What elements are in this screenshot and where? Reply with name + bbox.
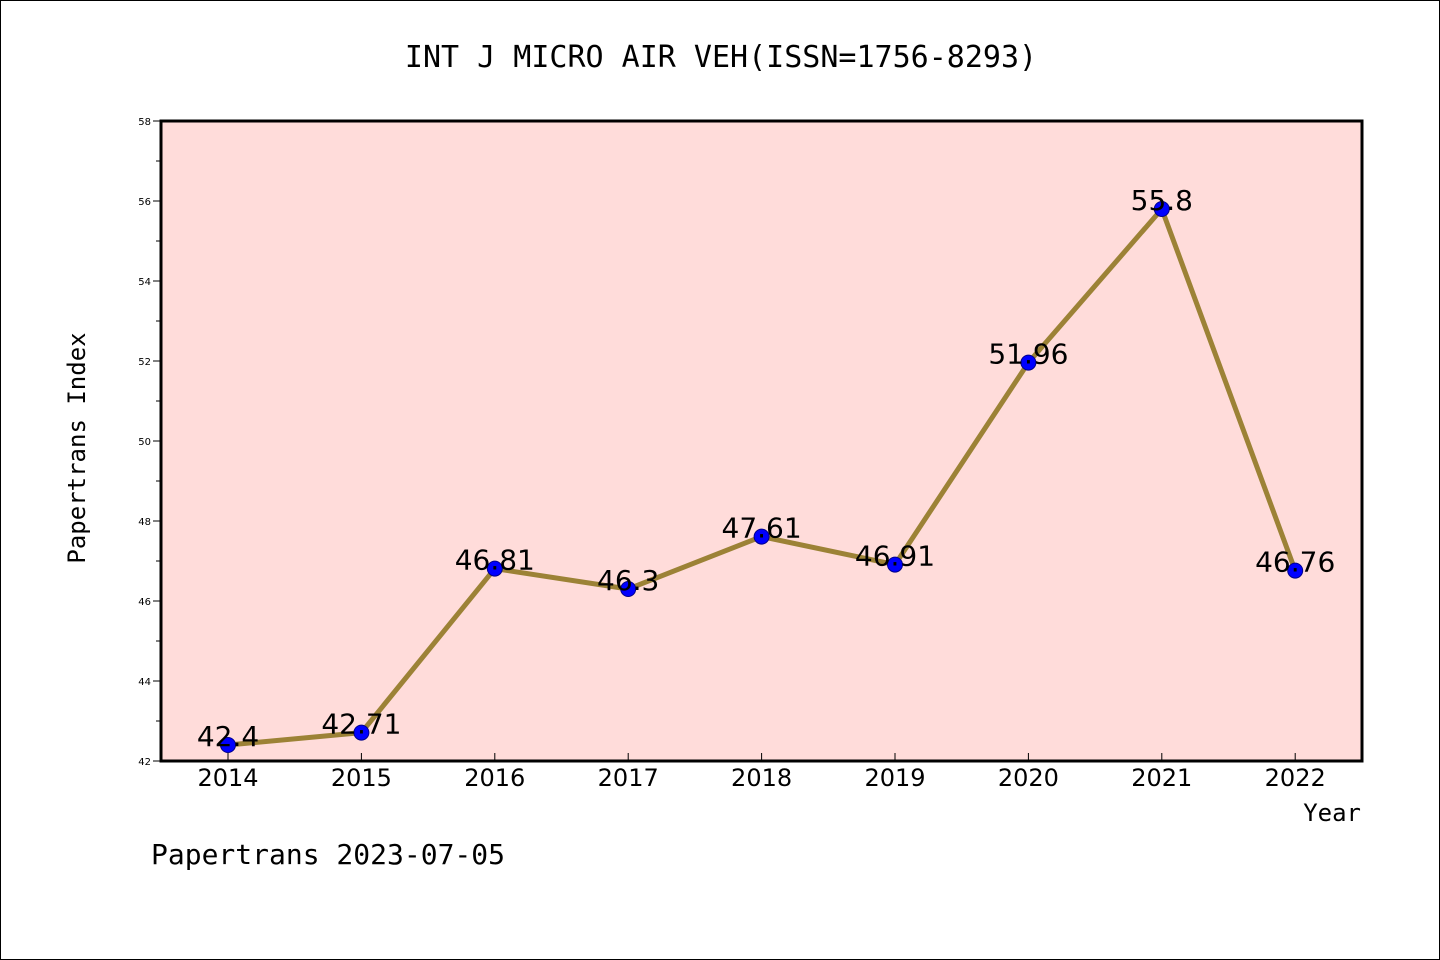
- y-tick-label: 58: [138, 117, 151, 128]
- x-tick-label: 2015: [331, 764, 392, 792]
- series-markers: [220, 201, 1304, 753]
- x-tick-label: 2022: [1265, 764, 1326, 792]
- data-label: 55.8: [1131, 184, 1193, 217]
- chart-title: INT J MICRO AIR VEH(ISSN=1756-8293): [405, 40, 1037, 75]
- footer-credit: Papertrans 2023-07-05: [151, 838, 505, 871]
- y-tick-label: 44: [138, 677, 151, 688]
- data-label: 47.61: [722, 512, 802, 545]
- plot-border: [159, 119, 1364, 763]
- x-tick-label: 2017: [598, 764, 659, 792]
- y-tick-label: 56: [138, 197, 151, 208]
- x-tick-label: 2021: [1131, 764, 1192, 792]
- data-point: [1287, 562, 1304, 579]
- data-point: [753, 528, 770, 545]
- data-label: 46.91: [855, 540, 935, 573]
- data-label: 42.4: [197, 720, 259, 753]
- y-axis-label: Papertrans Index: [63, 332, 91, 563]
- y-tick-label: 48: [138, 517, 151, 528]
- plot-area: [161, 121, 1362, 761]
- x-tick-label: 2018: [731, 764, 792, 792]
- y-tick-label: 54: [138, 277, 151, 288]
- y-tick-label: 46: [138, 597, 151, 608]
- data-label: 46.3: [597, 564, 659, 597]
- x-tick-label: 2016: [464, 764, 525, 792]
- data-label: 42.71: [321, 708, 401, 741]
- data-point: [486, 560, 503, 577]
- data-point: [1153, 201, 1170, 217]
- y-axis-ticks: 42 44 46 48 50 52 54 56 58: [138, 117, 161, 768]
- data-point: [220, 737, 236, 753]
- x-axis-label: Year: [1303, 799, 1361, 827]
- data-point: [620, 581, 637, 597]
- data-point: [353, 724, 370, 741]
- y-tick-label: 42: [138, 757, 151, 768]
- data-label: 46.81: [455, 544, 535, 577]
- x-tick-label: 2020: [998, 764, 1059, 792]
- data-label: 51.96: [988, 338, 1068, 371]
- data-point: [1020, 354, 1037, 371]
- x-tick-label: 2019: [864, 764, 925, 792]
- y-tick-label: 52: [138, 357, 151, 368]
- x-tick-label: 2014: [197, 764, 258, 792]
- x-axis-ticks: 2014 2015 2016 2017 2018 2019 2020 2021 2022: [197, 753, 1326, 792]
- y-tick-label: 50: [138, 437, 151, 448]
- data-labels: 42.4 42.71 46.81 46.3 47.61 46.91 51.96 55.8 46.…: [197, 184, 1335, 753]
- data-label: 46.76: [1255, 546, 1335, 579]
- data-point: [887, 556, 903, 573]
